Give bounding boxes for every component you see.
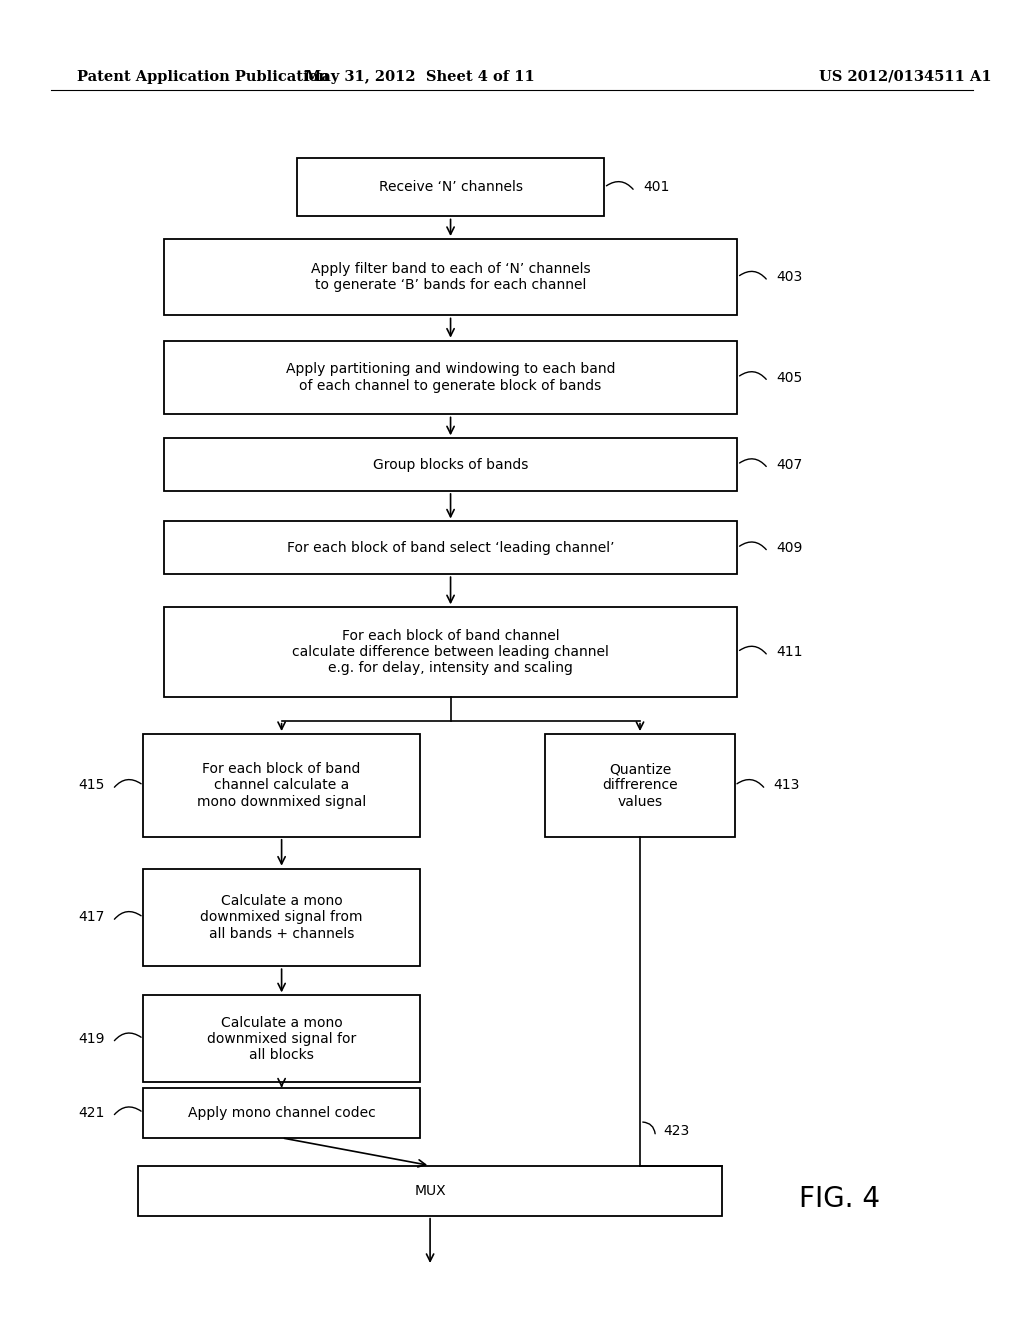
- Text: 401: 401: [643, 181, 670, 194]
- Text: Calculate a mono
downmixed signal from
all bands + channels: Calculate a mono downmixed signal from a…: [201, 894, 362, 941]
- Text: May 31, 2012  Sheet 4 of 11: May 31, 2012 Sheet 4 of 11: [305, 70, 535, 83]
- Bar: [164, 521, 737, 574]
- Text: 411: 411: [776, 645, 803, 659]
- Text: US 2012/0134511 A1: US 2012/0134511 A1: [819, 70, 992, 83]
- Text: 419: 419: [78, 1032, 104, 1045]
- Text: Apply partitioning and windowing to each band
of each channel to generate block : Apply partitioning and windowing to each…: [286, 363, 615, 392]
- Text: For each block of band
channel calculate a
mono downmixed signal: For each block of band channel calculate…: [197, 762, 367, 809]
- Bar: [143, 1088, 420, 1138]
- Text: Apply mono channel codec: Apply mono channel codec: [187, 1106, 376, 1119]
- Bar: [164, 438, 737, 491]
- Bar: [164, 341, 737, 414]
- Text: 413: 413: [774, 779, 800, 792]
- Text: Calculate a mono
downmixed signal for
all blocks: Calculate a mono downmixed signal for al…: [207, 1015, 356, 1063]
- Text: 421: 421: [78, 1106, 104, 1119]
- Text: For each block of band select ‘leading channel’: For each block of band select ‘leading c…: [287, 541, 614, 554]
- Bar: [164, 607, 737, 697]
- Text: Receive ‘N’ channels: Receive ‘N’ channels: [379, 181, 522, 194]
- Text: Apply filter band to each of ‘N’ channels
to generate ‘B’ bands for each channel: Apply filter band to each of ‘N’ channel…: [310, 263, 591, 292]
- Text: 417: 417: [78, 911, 104, 924]
- Text: 423: 423: [664, 1125, 690, 1138]
- Text: Patent Application Publication: Patent Application Publication: [77, 70, 329, 83]
- Text: FIG. 4: FIG. 4: [799, 1184, 881, 1213]
- Text: 403: 403: [776, 271, 803, 284]
- Bar: [138, 1166, 722, 1216]
- Bar: [143, 995, 420, 1082]
- Text: For each block of band channel
calculate difference between leading channel
e.g.: For each block of band channel calculate…: [292, 628, 609, 676]
- Bar: [297, 158, 604, 216]
- Text: Quantize
diffrerence
values: Quantize diffrerence values: [602, 762, 678, 809]
- Text: 407: 407: [776, 458, 803, 471]
- Bar: [545, 734, 735, 837]
- Text: 409: 409: [776, 541, 803, 554]
- Text: MUX: MUX: [415, 1184, 445, 1197]
- Text: 415: 415: [78, 779, 104, 792]
- Text: 405: 405: [776, 371, 803, 384]
- Bar: [143, 869, 420, 966]
- Text: Group blocks of bands: Group blocks of bands: [373, 458, 528, 471]
- Bar: [143, 734, 420, 837]
- Bar: [164, 239, 737, 315]
